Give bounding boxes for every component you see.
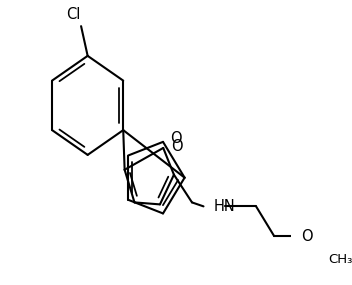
Text: CH₃: CH₃ [328,253,352,266]
Text: Cl: Cl [66,7,80,22]
Text: O: O [171,139,182,154]
Text: O: O [301,229,313,244]
Text: HN: HN [213,199,235,214]
Text: O: O [170,131,182,146]
